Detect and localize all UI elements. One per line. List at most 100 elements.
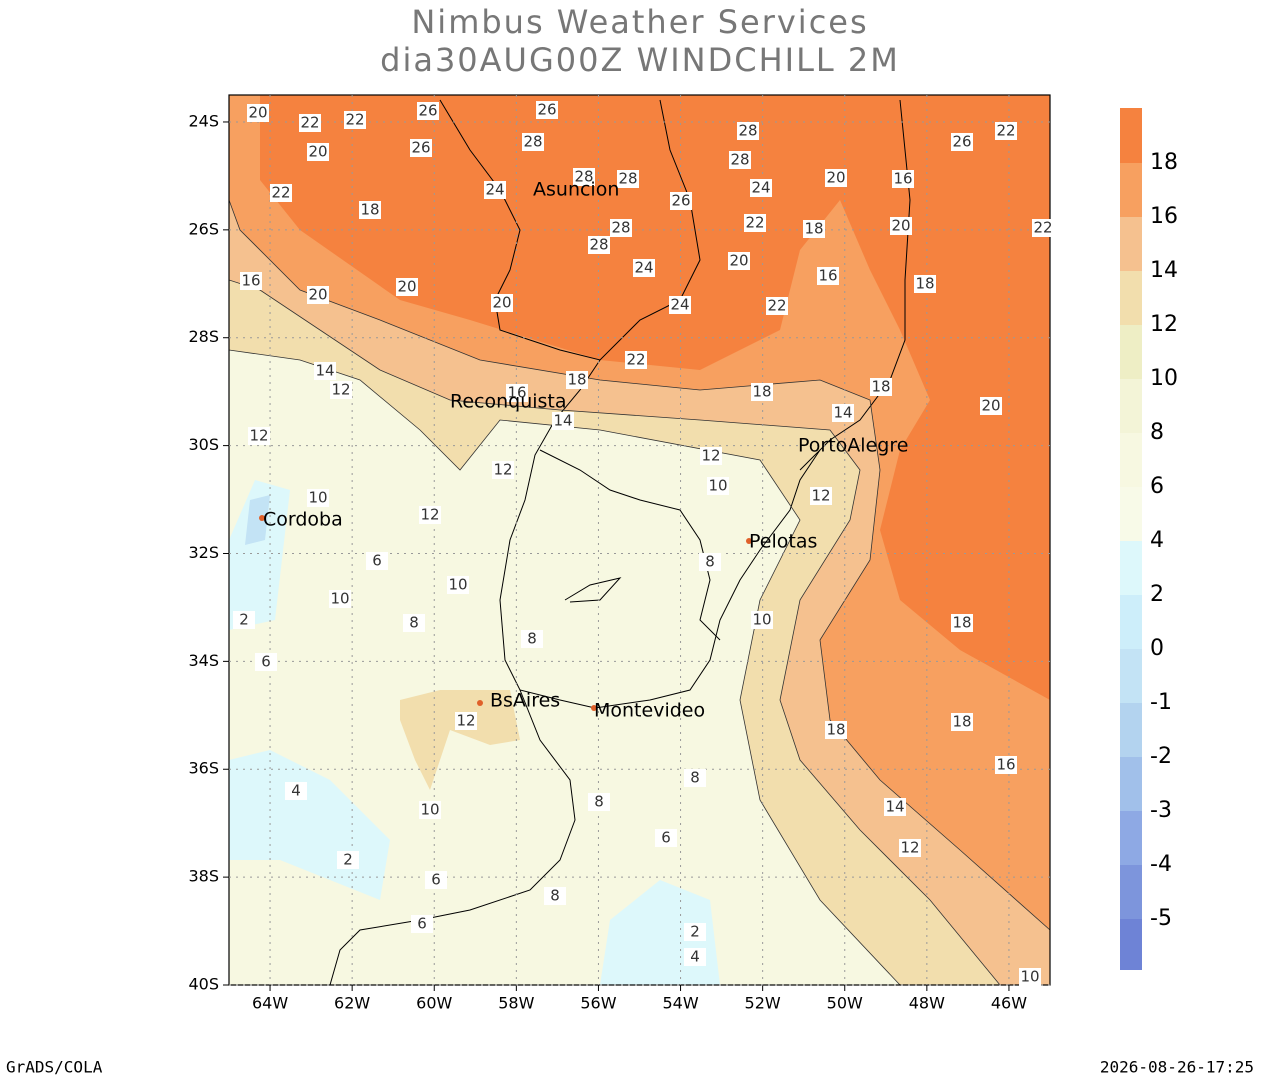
contour-label-bg bbox=[655, 829, 677, 847]
city-label: Pelotas bbox=[749, 531, 817, 553]
colorbar-label: -3 bbox=[1150, 798, 1172, 823]
contour-label-bg bbox=[337, 851, 359, 869]
contour-label: 28 bbox=[611, 219, 630, 237]
contour-label-bg bbox=[699, 553, 721, 571]
contour-label-bg bbox=[1019, 968, 1041, 986]
contour-label-bg bbox=[240, 272, 262, 290]
colorbar-label: 12 bbox=[1150, 312, 1178, 337]
title: Nimbus Weather Services bbox=[411, 3, 868, 41]
contour-label: 22 bbox=[745, 214, 764, 232]
colorbar-label: 2 bbox=[1150, 582, 1164, 607]
contour-label-bg bbox=[744, 214, 766, 232]
contour-label-bg bbox=[728, 252, 750, 270]
coastline bbox=[329, 689, 576, 985]
contour-label-bg bbox=[825, 721, 847, 739]
contour-label: 16 bbox=[241, 272, 260, 290]
contour-line bbox=[229, 349, 901, 985]
contour-label: 16 bbox=[996, 756, 1015, 774]
colorbar-label: 8 bbox=[1150, 420, 1164, 445]
contour-label-bg bbox=[455, 712, 477, 730]
contour-label: 20 bbox=[308, 286, 327, 304]
border bbox=[539, 449, 721, 641]
colorbar-swatch bbox=[1120, 595, 1142, 649]
contour-label: 18 bbox=[752, 383, 771, 401]
contour-label-bg bbox=[810, 487, 832, 505]
colorbar-swatch bbox=[1120, 811, 1142, 865]
contour-label: 20 bbox=[248, 104, 267, 122]
colorbar-swatch bbox=[1120, 757, 1142, 811]
contour-label-bg bbox=[344, 111, 366, 129]
contour-label-bg bbox=[633, 259, 655, 277]
contour-label-bg bbox=[1032, 219, 1054, 237]
colorbar-label: -4 bbox=[1150, 852, 1172, 877]
contour-label-bg bbox=[669, 296, 691, 314]
contour-label: 12 bbox=[420, 506, 439, 524]
x-tick-label: 52W bbox=[745, 994, 781, 1013]
y-tick-label: 28S bbox=[188, 327, 219, 346]
contour-label-bg bbox=[299, 114, 321, 132]
x-tick-label: 50W bbox=[827, 994, 863, 1013]
contour-label: 14 bbox=[885, 798, 904, 816]
contour-label-bg bbox=[995, 122, 1017, 140]
x-tick-label: 48W bbox=[909, 994, 945, 1013]
contour-label: 12 bbox=[493, 461, 512, 479]
contour-label: 22 bbox=[996, 122, 1015, 140]
contour-label: 10 bbox=[708, 477, 727, 495]
contour-label: 16 bbox=[893, 170, 912, 188]
contour-label: 22 bbox=[300, 114, 319, 132]
colorbar-label: 18 bbox=[1150, 150, 1178, 175]
y-tick-label: 24S bbox=[188, 111, 219, 130]
contour-label-bg bbox=[329, 590, 351, 608]
contour-label: 26 bbox=[671, 192, 690, 210]
contour-label: 6 bbox=[372, 552, 382, 570]
contour-label: 16 bbox=[818, 267, 837, 285]
contour-label: 28 bbox=[730, 151, 749, 169]
footer-left: GrADS/COLA bbox=[6, 1058, 103, 1077]
contour-label-bg bbox=[417, 102, 439, 120]
contour-label: 22 bbox=[345, 111, 364, 129]
colorbar-label: 14 bbox=[1150, 258, 1178, 283]
contour-label: 8 bbox=[527, 630, 537, 648]
contour-label: 16 bbox=[507, 384, 526, 402]
contour-label: 20 bbox=[891, 217, 910, 235]
contour-label: 10 bbox=[752, 611, 771, 629]
colorbar-swatch bbox=[1120, 487, 1142, 541]
contour-label: 20 bbox=[981, 397, 1000, 415]
colorbar-label: -2 bbox=[1150, 744, 1172, 769]
y-tick-label: 40S bbox=[188, 975, 219, 994]
contour-label: 8 bbox=[409, 614, 419, 632]
contour-label: 28 bbox=[738, 122, 757, 140]
colorbar-label: 0 bbox=[1150, 636, 1164, 661]
contour-label: 24 bbox=[485, 181, 504, 199]
contour-label-bg bbox=[610, 219, 632, 237]
contour-label-bg bbox=[890, 217, 912, 235]
contour-label: 6 bbox=[431, 871, 441, 889]
contour-label: 10 bbox=[330, 590, 349, 608]
contour-label: 10 bbox=[308, 489, 327, 507]
y-tick-label: 34S bbox=[188, 651, 219, 670]
shaded-region bbox=[245, 495, 270, 545]
colorbar-swatch bbox=[1120, 703, 1142, 757]
contour-line bbox=[229, 279, 1001, 985]
contour-label: 22 bbox=[271, 184, 290, 202]
contour-label: 6 bbox=[261, 653, 271, 671]
contour-label: 14 bbox=[315, 362, 334, 380]
y-tick-label: 38S bbox=[188, 867, 219, 886]
contour-label-bg bbox=[255, 653, 277, 671]
contour-label: 26 bbox=[411, 139, 430, 157]
contour-label-bg bbox=[670, 192, 692, 210]
contour-label-bg bbox=[248, 427, 270, 445]
y-tick-label: 30S bbox=[188, 435, 219, 454]
colorbar-swatch bbox=[1120, 271, 1142, 325]
city-label: Asuncion bbox=[533, 179, 619, 201]
contour-label-bg bbox=[247, 104, 269, 122]
contour-label: 18 bbox=[952, 713, 971, 731]
colorbar-label: 16 bbox=[1150, 204, 1178, 229]
contour-label-bg bbox=[506, 384, 528, 402]
contour-label: 10 bbox=[448, 576, 467, 594]
contour-label: 24 bbox=[670, 296, 689, 314]
colorbar-label: -5 bbox=[1150, 906, 1172, 931]
contour-label-bg bbox=[588, 236, 610, 254]
river bbox=[439, 99, 701, 361]
city-marker bbox=[259, 515, 265, 521]
